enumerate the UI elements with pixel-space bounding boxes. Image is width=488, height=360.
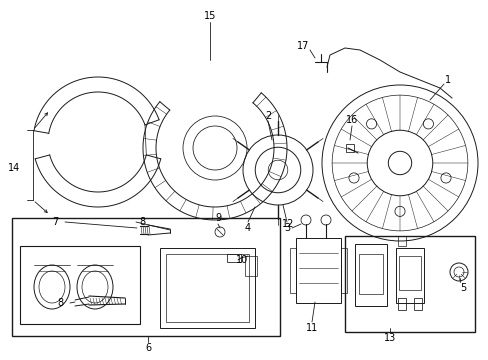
Bar bbox=[226, 254, 241, 262]
Text: 10: 10 bbox=[235, 255, 247, 265]
Text: 13: 13 bbox=[383, 333, 395, 343]
Bar bbox=[358, 254, 382, 294]
Bar bbox=[354, 244, 386, 306]
Text: 8: 8 bbox=[57, 298, 63, 308]
Text: 15: 15 bbox=[203, 11, 216, 21]
Bar bbox=[12, 218, 280, 336]
Bar bbox=[295, 238, 340, 303]
Bar bbox=[20, 246, 140, 324]
Bar bbox=[398, 256, 420, 290]
Text: 3: 3 bbox=[284, 223, 289, 233]
Text: 1: 1 bbox=[444, 75, 450, 85]
Bar bbox=[397, 298, 405, 310]
Text: 11: 11 bbox=[305, 323, 318, 333]
Text: 7: 7 bbox=[52, 217, 58, 227]
Bar bbox=[413, 298, 421, 310]
Text: 4: 4 bbox=[244, 223, 250, 233]
Text: 12: 12 bbox=[281, 219, 294, 229]
Bar bbox=[345, 236, 474, 332]
Text: 16: 16 bbox=[345, 115, 357, 125]
Bar bbox=[289, 248, 295, 293]
Bar bbox=[244, 256, 257, 276]
Text: 6: 6 bbox=[144, 343, 151, 353]
Bar bbox=[346, 144, 353, 152]
Text: 9: 9 bbox=[215, 213, 221, 223]
Text: 17: 17 bbox=[296, 41, 308, 51]
Bar bbox=[165, 254, 248, 322]
Bar bbox=[340, 248, 346, 293]
Text: 5: 5 bbox=[459, 283, 465, 293]
Text: 14: 14 bbox=[8, 163, 20, 173]
Bar bbox=[397, 236, 405, 246]
Text: 8: 8 bbox=[139, 217, 145, 227]
Text: 2: 2 bbox=[264, 111, 270, 121]
Bar bbox=[160, 248, 254, 328]
Bar bbox=[395, 248, 423, 303]
